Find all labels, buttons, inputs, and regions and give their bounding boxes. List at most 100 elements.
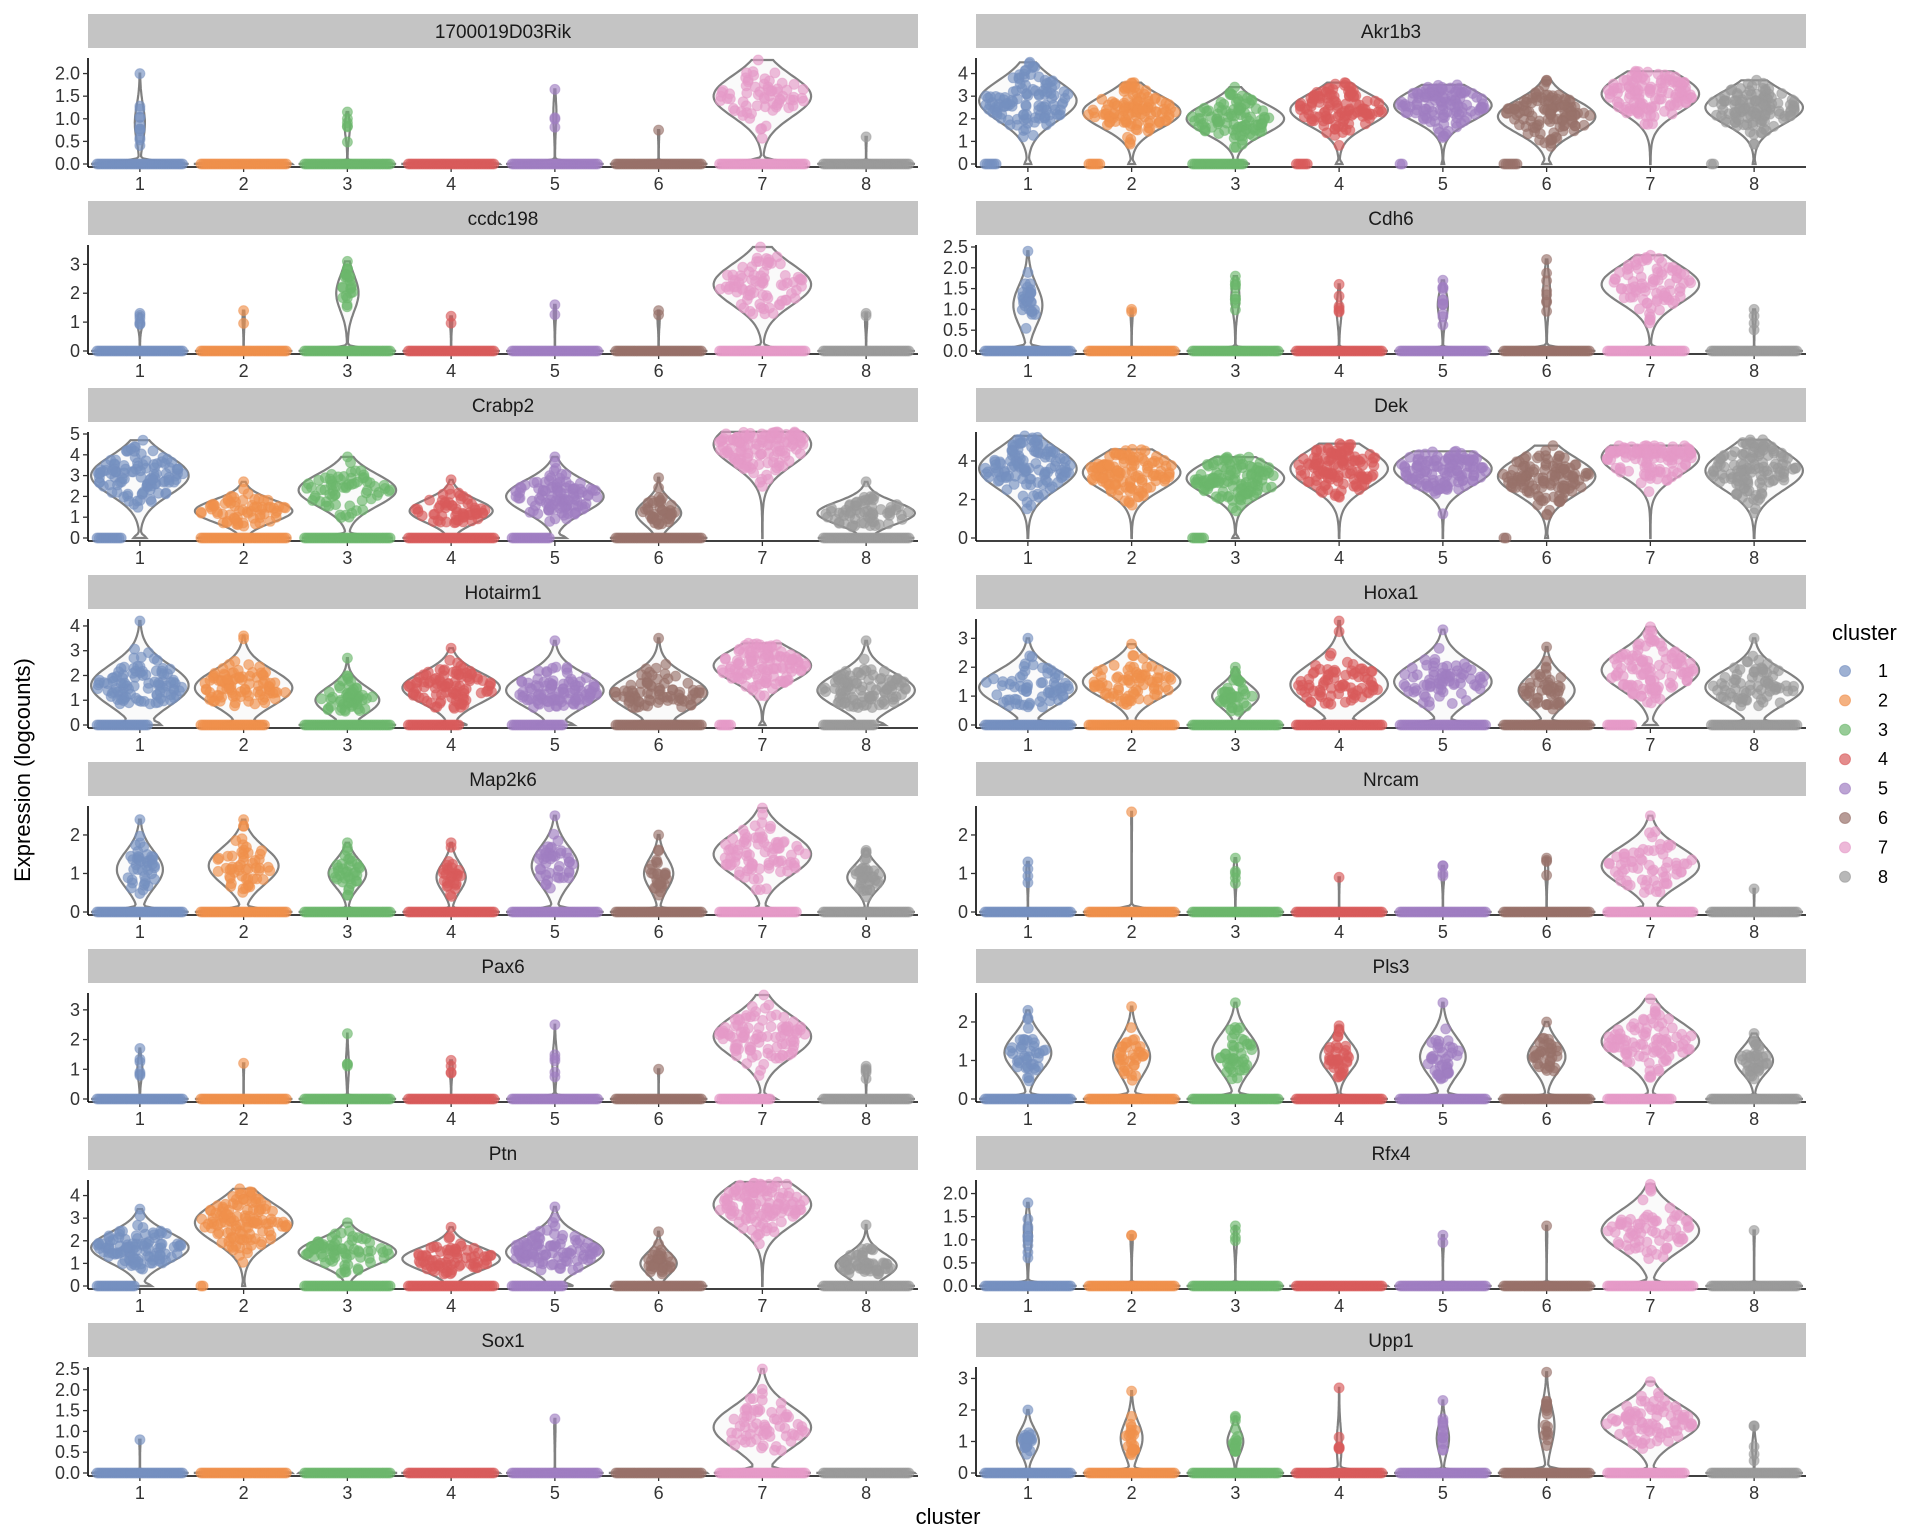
data-point [1229,294,1241,305]
data-point [592,158,604,170]
data-point [1032,431,1043,443]
data-point [1633,84,1644,96]
data-point [778,280,789,291]
data-point [1523,485,1535,497]
data-point [579,501,591,513]
data-point [755,123,767,135]
data-point [1621,74,1633,86]
data-point [903,345,915,357]
data-point [1478,102,1490,114]
y-tick-label: 2 [70,283,80,303]
data-point [1547,460,1559,472]
data-point [1324,113,1336,125]
data-point [1623,465,1635,477]
data-point [1583,345,1595,357]
data-point [983,471,995,483]
y-tick-label: 4 [958,451,968,471]
y-tick-label: 1 [70,312,80,332]
data-point [557,719,569,731]
data-point [140,669,152,681]
data-point [695,532,707,544]
data-point [1503,103,1515,114]
data-point [1643,486,1655,498]
data-point [1344,87,1356,98]
data-point [444,654,456,666]
data-point [1558,463,1570,475]
data-point [177,345,189,357]
data-point [1638,468,1650,480]
data-point [106,487,118,498]
x-tick-label: 7 [757,548,767,568]
data-point [412,506,424,518]
data-point [1500,532,1512,544]
data-point [1137,103,1148,115]
data-point [1498,468,1509,480]
data-point [769,426,781,438]
data-point [980,99,992,111]
data-point [990,158,1002,170]
data-point [1333,302,1345,314]
data-point [1340,98,1352,110]
x-tick-label: 1 [135,548,145,568]
data-point [1129,81,1141,93]
data-point [1641,447,1653,459]
x-tick-label: 1 [135,735,145,755]
data-point [746,108,757,120]
cluster-2-group: 2 [193,476,294,568]
data-point [1025,500,1037,511]
data-point [531,476,543,488]
data-point [1532,499,1544,511]
data-point [860,131,872,143]
data-point [1137,490,1149,502]
data-point [761,290,773,302]
data-point [1235,494,1247,506]
data-point [549,299,561,311]
data-point [143,647,154,659]
y-tick-label: 3 [70,641,80,661]
data-point [1642,118,1654,130]
data-point [1396,158,1408,170]
data-point [769,67,781,79]
data-point [1652,68,1664,80]
data-point [134,312,146,324]
data-point [729,105,741,117]
x-tick-label: 8 [861,361,871,381]
data-point [1163,109,1175,121]
strip-label: Cdh6 [1368,209,1413,230]
data-point [351,476,363,488]
data-point [1021,109,1033,120]
data-point [132,457,143,469]
data-point [992,475,1004,487]
data-point [1569,459,1581,471]
data-point [1419,91,1431,103]
data-point [1533,450,1545,462]
data-point [1429,94,1441,106]
y-tick-label: 0.5 [943,320,968,340]
data-point [1199,125,1211,137]
data-point [1202,474,1214,485]
data-point [430,689,442,700]
data-point [457,490,469,502]
cluster-8-group: 8 [1704,74,1804,194]
data-point [488,532,500,544]
data-point [1372,106,1384,118]
data-point [1671,444,1683,456]
x-tick-label: 3 [342,174,352,194]
data-point [378,479,390,491]
data-point [341,652,353,664]
data-point [1471,91,1483,103]
cluster-5-group: 5 [506,299,604,381]
x-tick-label: 1 [1023,361,1033,381]
data-point [1400,469,1412,481]
cluster-5-group: 5 [1392,79,1493,194]
points-cluster-6 [610,124,707,170]
y-tick-label: 3 [958,86,968,106]
data-point [555,486,567,498]
data-point [1752,494,1764,506]
data-point [486,686,497,698]
cluster-3-group: 3 [1186,270,1285,381]
data-point [249,493,261,505]
